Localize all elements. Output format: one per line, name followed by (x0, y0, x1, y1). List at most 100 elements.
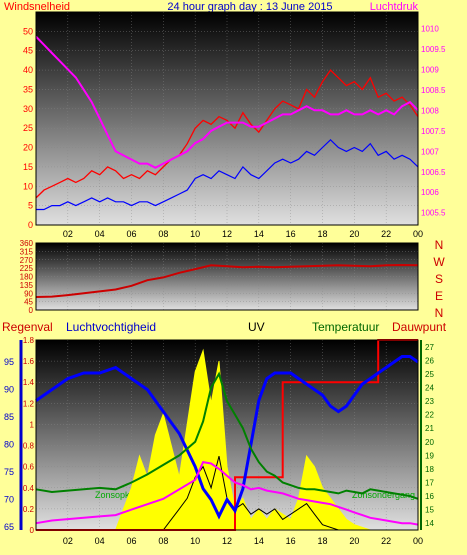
y-rain-tick-label: 0.6 (23, 463, 35, 472)
y-right-tick-label: 1007.5 (421, 127, 446, 136)
y-right-tick-label: 1006.5 (421, 168, 446, 177)
y-rain-tick-label: 1.8 (23, 336, 35, 345)
y-humidity-tick-label: 75 (4, 467, 14, 477)
x-tick-label: 06 (126, 229, 136, 239)
panel1-frame (35, 11, 419, 226)
x-tick-label: 20 (349, 229, 359, 239)
y-right-tick-label: 1006 (421, 188, 439, 197)
y-left-tick-label: 15 (23, 162, 33, 172)
y-tick-label: 135 (20, 281, 34, 290)
y-temp-tick-label: 24 (425, 384, 434, 393)
y-temp-tick-label: 25 (425, 370, 434, 379)
series-dauwpunt (35, 460, 419, 526)
y-left-tick-label: 10 (23, 181, 33, 191)
series-luchtvochtigheid (35, 355, 419, 520)
y-rain-tick-label: 1.2 (23, 399, 35, 408)
series-luchtdruk (35, 35, 419, 169)
y-left-tick-label: 35 (23, 84, 33, 94)
y-temp-tick-label: 23 (425, 397, 434, 406)
series-windstoten (36, 138, 419, 211)
y-humidity-tick-label: 85 (4, 412, 14, 422)
y-right-tick-label: 1008 (421, 106, 439, 115)
y-temp-tick-label: 15 (425, 506, 434, 515)
y-temp-tick-label: 16 (425, 492, 434, 501)
series-windsnelheid (35, 69, 419, 199)
series-regenval (36, 339, 418, 531)
compass-label: N (435, 238, 444, 252)
x-tick-label: 22 (381, 536, 391, 546)
y-temp-tick-label: 27 (425, 343, 434, 352)
legend-temperatuur: Temperatuur (312, 320, 379, 334)
y-tick-label: 225 (20, 264, 34, 273)
y-tick-label: 360 (20, 239, 34, 248)
y-temp-tick-label: 18 (425, 465, 434, 474)
y-rain-tick-label: 0.2 (23, 505, 35, 514)
annotation-sunrise: Zonsopkomst (95, 490, 150, 500)
y-left-tick-label: 30 (23, 104, 33, 114)
series-windrichting (35, 263, 419, 298)
x-tick-label: 10 (190, 229, 200, 239)
panel1-bg (36, 12, 418, 225)
compass-label: N (435, 306, 444, 320)
x-tick-label: 06 (126, 536, 136, 546)
y-temp-tick-label: 22 (425, 411, 434, 420)
y-temp-tick-label: 17 (425, 479, 434, 488)
x-tick-label: 14 (254, 536, 264, 546)
y-left-tick-label: 20 (23, 143, 33, 153)
legend-luchtvochtigheid: Luchtvochtigheid (66, 320, 156, 334)
legend-dauwpunt: Dauwpunt (392, 320, 447, 334)
y-tick-label: 315 (20, 247, 34, 256)
x-tick-label: 16 (286, 229, 296, 239)
annotation-sunset: Zonsondergang (352, 490, 415, 500)
y-left-tick-label: 25 (23, 123, 33, 133)
y-temp-tick-label: 20 (425, 438, 434, 447)
x-tick-label: 00 (413, 229, 423, 239)
y-humidity-tick-label: 95 (4, 357, 14, 367)
y-tick-label: 90 (24, 289, 33, 298)
y-humidity-tick-label: 80 (4, 440, 14, 450)
y-right-tick-label: 1010 (421, 24, 439, 33)
y-humidity-tick-label: 70 (4, 495, 14, 505)
x-tick-label: 04 (95, 536, 105, 546)
y-right-tick-label: 1008.5 (421, 86, 446, 95)
x-tick-label: 00 (413, 536, 423, 546)
x-tick-label: 08 (158, 229, 168, 239)
compass-label: E (435, 289, 443, 303)
x-tick-label: 18 (317, 229, 327, 239)
x-tick-label: 02 (63, 536, 73, 546)
y-left-tick-label: 5 (28, 201, 33, 211)
x-tick-label: 22 (381, 229, 391, 239)
y-humidity-tick-label: 65 (4, 522, 14, 532)
y-temp-tick-label: 21 (425, 424, 434, 433)
y-rain-tick-label: 1.4 (23, 378, 35, 387)
y-rain-tick-label: 1.6 (23, 357, 35, 366)
y-right-tick-label: 1009.5 (421, 45, 446, 54)
y-left-tick-label: 50 (23, 26, 33, 36)
legend-uv: UV (248, 320, 265, 334)
y-rain-tick-label: 0.4 (23, 484, 35, 493)
y-temp-tick-label: 14 (425, 519, 434, 528)
y-rain-tick-label: 0 (30, 526, 35, 535)
legend-regenval: Regenval (2, 320, 53, 334)
wind-axis-title: Windsnelheid (4, 1, 70, 13)
x-tick-label: 14 (254, 229, 264, 239)
y-right-tick-label: 1007 (421, 147, 439, 156)
y-temp-tick-label: 19 (425, 451, 434, 460)
y-left-tick-label: 45 (23, 46, 33, 56)
compass-label: S (435, 272, 443, 286)
x-tick-label: 02 (63, 229, 73, 239)
y-left-tick-label: 40 (23, 65, 33, 75)
x-tick-label: 08 (158, 536, 168, 546)
y-tick-label: 45 (24, 298, 33, 307)
pressure-axis-title: Luchtdruk (370, 1, 419, 13)
x-tick-label: 16 (286, 536, 296, 546)
y-rain-tick-label: 0.8 (23, 442, 35, 451)
compass-label: W (433, 255, 445, 269)
x-tick-label: 12 (222, 536, 232, 546)
panel3-frame (35, 339, 419, 531)
x-tick-label: 12 (222, 229, 232, 239)
series-temperatuur (35, 371, 419, 500)
x-tick-label: 20 (349, 536, 359, 546)
y-humidity-tick-label: 90 (4, 385, 14, 395)
